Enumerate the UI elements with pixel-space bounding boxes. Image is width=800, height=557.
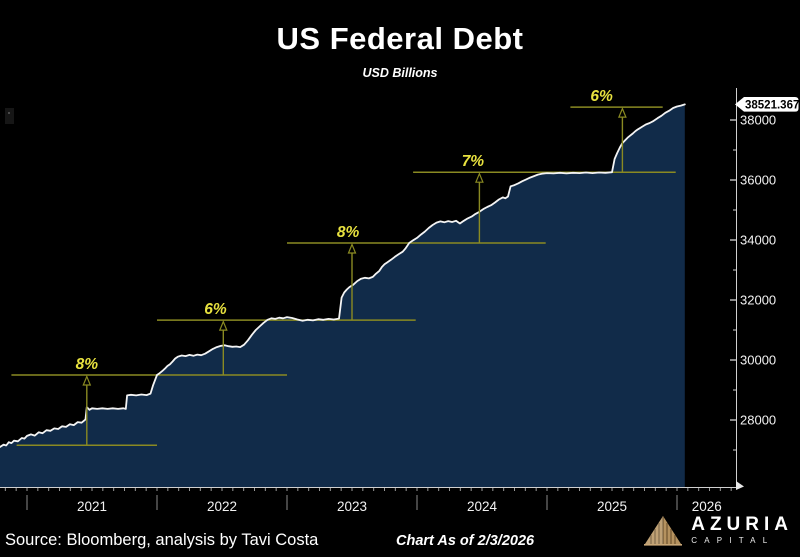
- last-price-value: 38521.3672: [745, 100, 800, 112]
- x-axis-label: 2024: [467, 499, 498, 514]
- annotation-pct-label: 7%: [462, 153, 485, 170]
- pyramid-logo-icon: [644, 516, 683, 546]
- x-axis-label: 2023: [337, 499, 367, 514]
- arrow-head-icon: [218, 320, 228, 331]
- x-axis-label: 2022: [207, 499, 237, 514]
- debt-area-fill: [0, 104, 685, 488]
- logo-name: AZURIA: [691, 514, 793, 535]
- annotation-pct-label: 8%: [76, 356, 99, 373]
- arrow-head-icon: [475, 172, 484, 183]
- x-axis-label: 2025: [597, 499, 627, 514]
- source-attribution: Source: Bloomberg, analysis by Tavi Cost…: [5, 531, 319, 549]
- logo-subname: CAPITAL: [691, 536, 775, 545]
- screen-artifact: [5, 108, 14, 124]
- annotation-pct-label: 6%: [204, 301, 227, 318]
- y-axis-label: 36000: [740, 173, 776, 188]
- axis-corner-arrow-icon: [736, 481, 744, 490]
- chart-title: US Federal Debt: [276, 21, 524, 56]
- y-axis-label: 32000: [740, 293, 776, 308]
- arrow-head-icon: [618, 107, 627, 118]
- arrow-head-icon: [347, 242, 357, 254]
- annotation-pct-label: 8%: [337, 224, 360, 241]
- chart-subtitle: USD Billions: [362, 66, 438, 80]
- azuria-capital-logo: AZURIA CAPITAL: [643, 515, 793, 546]
- y-axis-label: 28000: [740, 413, 776, 428]
- debt-line: [0, 103, 686, 448]
- y-axis-label: 30000: [740, 353, 776, 368]
- y-axis-label: 38000: [740, 113, 776, 128]
- x-axis-label: 2026: [692, 499, 722, 514]
- y-axis-label: 34000: [740, 233, 776, 248]
- as-of-date: Chart As of 2/3/2026: [396, 533, 535, 549]
- x-axis-label: 2021: [77, 499, 107, 514]
- annotation-pct-label: 6%: [590, 88, 613, 105]
- last-price-badge: [735, 97, 799, 112]
- arrow-head-icon: [82, 374, 92, 386]
